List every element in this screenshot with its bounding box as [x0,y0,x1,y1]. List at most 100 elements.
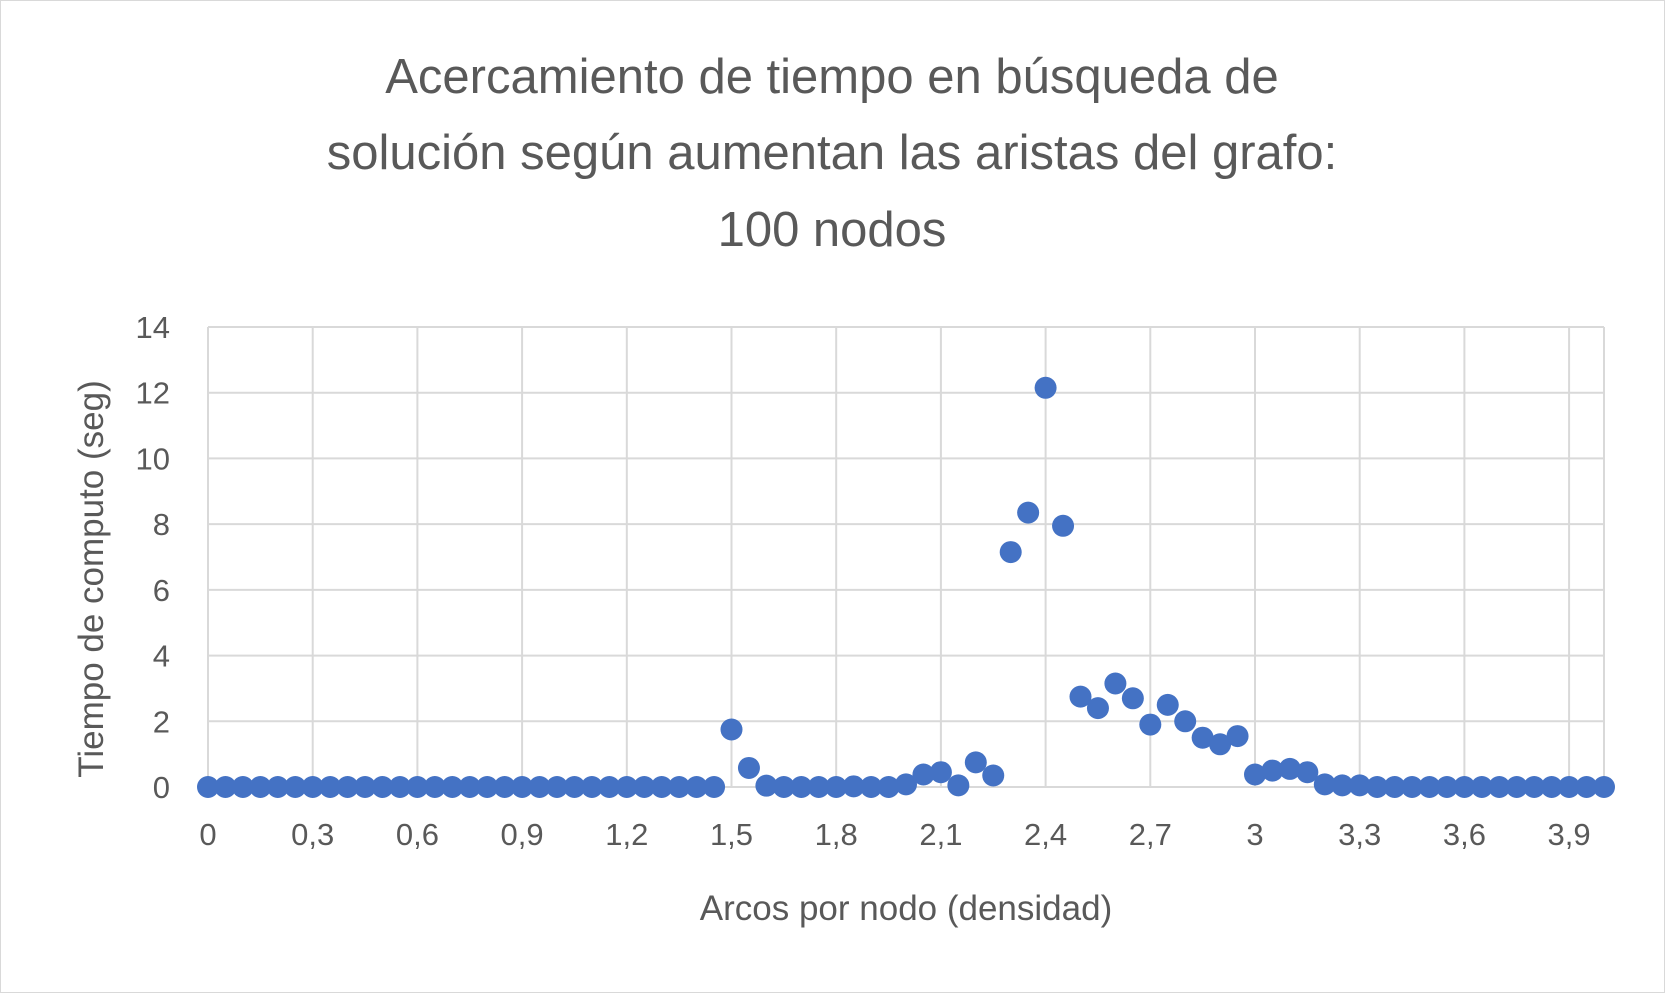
x-tick-label: 2,4 [1024,817,1067,852]
data-point [929,761,952,784]
data-point [1174,710,1197,733]
data-points [197,376,1615,798]
data-point [511,776,534,798]
chart-title: Acercamiento de tiempo en búsqueda de so… [327,50,1338,257]
data-point [214,776,237,798]
x-tick-label: 0,9 [501,817,544,852]
y-axis-title: Tiempo de computo (seg) [72,380,111,778]
data-point [1575,776,1598,798]
data-point [1086,697,1109,720]
data-point [807,776,830,798]
data-point [1366,776,1389,798]
data-point [1593,776,1615,798]
data-point [703,776,726,798]
data-point [633,776,656,798]
data-point [999,541,1022,564]
data-point [895,773,917,796]
data-point [563,776,586,798]
data-point [1401,776,1424,798]
data-point [1209,733,1232,756]
chart-title-line-3: 100 nodos [718,203,947,257]
data-point [668,776,691,798]
data-point [1156,693,1179,716]
data-point [598,776,621,798]
data-point [1226,725,1249,748]
x-tick-label: 0,3 [291,817,334,852]
data-point [354,776,377,798]
plot-gridlines [207,326,1605,788]
data-point [458,776,481,798]
data-point [842,775,865,798]
data-point [1523,776,1546,798]
x-tick-label: 3,3 [1338,817,1381,852]
data-point [423,776,446,798]
data-point [1488,776,1511,798]
data-point [1540,776,1563,798]
data-point [1191,726,1214,749]
data-point [336,776,359,798]
data-point [580,776,603,798]
data-point [284,776,307,798]
y-tick-label: 0 [153,770,170,805]
data-point [964,751,987,774]
data-point [737,756,760,779]
data-point [982,764,1005,787]
x-axis-tick-labels: 0 0,3 0,6 0,9 1,2 1,5 1,8 2,1 2,4 2,7 3 3,3 3,6 3,9 [199,817,1590,852]
data-point [720,718,743,741]
y-tick-label: 2 [153,704,170,739]
data-point [1558,776,1581,798]
data-point [1121,687,1144,710]
data-point [493,776,516,798]
x-tick-label: 1,2 [605,817,648,852]
chart-title-line-2: solución según aumentan las aristas del … [327,126,1338,180]
data-point [371,776,394,798]
data-point [231,776,254,798]
data-point [1017,501,1040,524]
x-tick-label: 2,7 [1129,817,1172,852]
data-point [947,774,970,797]
data-point [1505,776,1528,798]
data-point [1139,713,1162,736]
data-point [319,776,342,798]
x-tick-label: 1,8 [815,817,858,852]
data-point [406,776,429,798]
data-point [1331,774,1354,797]
data-point [388,776,411,798]
x-tick-label: 0 [199,817,216,852]
data-point [1278,757,1301,780]
data-point [441,776,464,798]
x-tick-label: 3,9 [1548,817,1591,852]
data-point [772,776,795,798]
data-point [1348,774,1371,797]
data-point [1244,763,1266,786]
y-tick-label: 12 [136,376,170,411]
data-point [249,776,272,798]
data-point [790,776,813,798]
data-point [860,776,883,798]
data-point [877,776,900,798]
data-point [685,776,708,798]
x-tick-label: 0,6 [396,817,439,852]
data-point [615,776,638,798]
data-point [1261,759,1284,782]
data-point [1470,776,1493,798]
data-point [1418,776,1441,798]
y-tick-label: 8 [153,507,170,542]
data-point [825,776,848,798]
data-point [301,776,324,798]
data-point [528,776,551,798]
data-point [266,776,289,798]
y-tick-label: 4 [153,639,170,674]
data-point [1069,685,1092,708]
data-point [546,776,568,798]
data-point [1435,776,1458,798]
y-tick-label: 14 [136,310,170,345]
x-tick-label: 3,6 [1443,817,1486,852]
data-point [1034,376,1057,399]
x-axis-title: Arcos por nodo (densidad) [700,889,1112,928]
y-tick-label: 6 [153,573,170,608]
data-point [1296,761,1319,784]
data-point [650,776,673,798]
